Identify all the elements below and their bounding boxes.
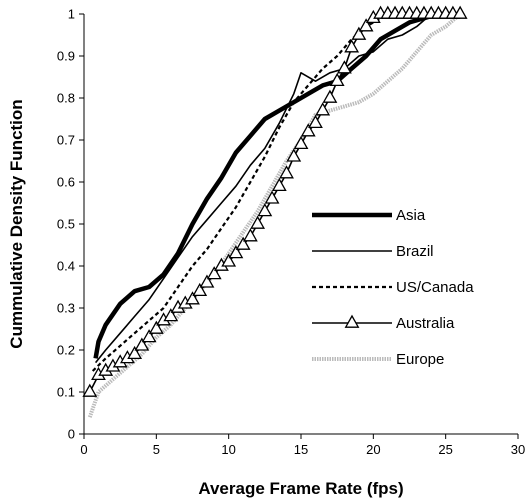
data-point-australia <box>163 308 179 322</box>
data-point-australia <box>257 203 273 217</box>
legend-item-europe: Europe <box>312 351 444 368</box>
data-point-australia <box>250 215 266 229</box>
x-tick-label: 10 <box>221 442 235 457</box>
legend-item-asia: Asia <box>312 207 426 224</box>
y-tick-label: 0.2 <box>57 343 75 358</box>
data-point-australia <box>199 274 215 288</box>
legend-marker <box>344 314 360 328</box>
data-point-australia <box>82 383 98 397</box>
series-australia <box>82 5 468 397</box>
y-tick-label: 0.7 <box>57 133 75 148</box>
data-point-australia <box>358 18 374 32</box>
x-tick-label: 5 <box>153 442 160 457</box>
data-point-australia <box>300 123 316 137</box>
series-brazil <box>94 13 453 364</box>
legend-item-us-canada: US/Canada <box>312 279 474 296</box>
y-tick-label: 0 <box>68 427 75 442</box>
x-tick-label: 25 <box>438 442 452 457</box>
y-tick-label: 0.8 <box>57 91 75 106</box>
data-point-australia <box>286 148 302 162</box>
y-tick-label: 0.3 <box>57 301 75 316</box>
y-tick-label: 0.1 <box>57 385 75 400</box>
series-line-us-canada <box>91 12 410 372</box>
series <box>82 5 468 418</box>
data-point-australia <box>315 102 331 116</box>
series-us-canada <box>91 12 410 372</box>
series-line-europe <box>87 12 462 418</box>
x-axis-title: Average Frame Rate (fps) <box>198 479 403 498</box>
data-point-australia <box>221 253 237 267</box>
data-point-australia <box>293 135 309 150</box>
data-point-australia <box>336 60 352 74</box>
data-point-australia <box>148 320 164 334</box>
y-tick-label: 0.9 <box>57 49 75 64</box>
data-point-australia <box>264 190 280 204</box>
y-axis-title: Cummulative Density Function <box>7 99 26 348</box>
series-europe <box>87 12 462 418</box>
legend-item-australia: Australia <box>312 314 455 332</box>
legend-label: Australia <box>396 315 455 332</box>
data-point-australia <box>134 337 150 351</box>
data-point-australia <box>329 72 345 87</box>
data-point-australia <box>452 5 468 19</box>
ticks: 0 5 10 15 20 25 30 0 0.1 0.2 0.3 0.4 0.5 0.6 0.7 0.8 0.9… <box>57 7 525 458</box>
series-asia <box>93 11 446 359</box>
data-point-australia <box>322 89 338 103</box>
data-point-australia <box>235 236 251 250</box>
y-tick-label: 0.6 <box>57 175 75 190</box>
x-tick-label: 20 <box>366 442 380 457</box>
data-point-australia <box>279 165 294 179</box>
y-tick-label: 1 <box>68 7 75 22</box>
series-line-asia <box>93 11 446 359</box>
y-tick-label: 0.5 <box>57 217 75 232</box>
axes <box>83 14 518 435</box>
data-point-australia <box>206 266 222 280</box>
data-point-australia <box>271 177 287 192</box>
data-point-australia <box>141 329 157 343</box>
data-point-australia <box>351 26 367 40</box>
data-point-australia <box>242 228 258 242</box>
legend-label: Brazil <box>396 243 434 260</box>
data-point-australia <box>308 114 323 129</box>
legend-label: Asia <box>396 207 426 224</box>
legend-label: Europe <box>396 351 444 368</box>
data-point-australia <box>228 245 244 259</box>
legend-item-brazil: Brazil <box>312 243 434 260</box>
data-point-australia <box>185 291 200 305</box>
data-point-australia <box>127 345 143 360</box>
data-point-australia <box>344 39 360 53</box>
data-point-australia <box>192 282 208 297</box>
legend-label: US/Canada <box>396 279 474 296</box>
x-tick-label: 15 <box>294 442 308 457</box>
series-line-brazil <box>94 13 453 364</box>
x-tick-label: 30 <box>511 442 525 457</box>
y-tick-label: 0.4 <box>57 259 75 274</box>
x-tick-label: 0 <box>80 442 87 457</box>
legend: Asia Brazil US/Canada Australia Europe <box>312 207 474 368</box>
